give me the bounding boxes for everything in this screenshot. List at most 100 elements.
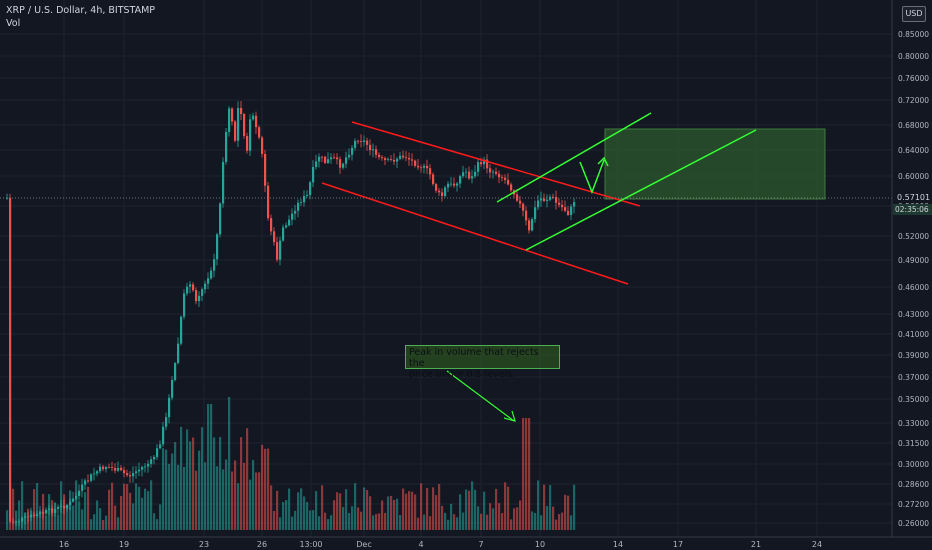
candle-body — [9, 197, 12, 522]
candle-body — [282, 227, 285, 241]
volume-bar — [432, 487, 435, 530]
price-tick-label: 0.28600 — [898, 480, 929, 489]
volume-bar — [84, 492, 87, 530]
volume-bar — [93, 514, 96, 530]
volume-bar — [39, 510, 42, 530]
candlesticks — [6, 101, 576, 528]
candle-body — [423, 165, 426, 168]
volume-bar — [180, 426, 183, 530]
candle-body — [474, 171, 477, 177]
volume-bar — [90, 519, 93, 530]
volume-bar — [165, 449, 168, 530]
volume-bar — [573, 484, 576, 530]
candle-body — [30, 514, 33, 518]
volume-bar — [411, 491, 414, 530]
volume-bar — [291, 516, 294, 530]
candle-body — [195, 290, 198, 302]
volume-bar — [168, 463, 171, 530]
candle-body — [552, 196, 555, 198]
candle-body — [291, 213, 294, 220]
volume-bar — [339, 493, 342, 530]
candle-body — [207, 278, 210, 284]
candle-body — [264, 153, 267, 186]
candle-body — [429, 168, 432, 175]
candle-body — [33, 514, 36, 516]
candle-body — [333, 157, 336, 159]
volume-bar — [552, 506, 555, 530]
volume-bar — [174, 442, 177, 530]
volume-bar — [372, 515, 375, 530]
projection-zigzag — [579, 159, 605, 195]
volume-bar — [384, 512, 387, 530]
volume-bar — [210, 404, 213, 530]
volume-bar — [561, 512, 564, 530]
volume-bar — [309, 510, 312, 530]
volume-bar — [192, 437, 195, 530]
candle-body — [453, 183, 456, 186]
volume-bar — [378, 513, 381, 530]
volume-bar — [366, 489, 369, 530]
volume-bar — [99, 508, 102, 530]
candle-body — [57, 506, 60, 509]
currency-selector[interactable]: USD — [902, 6, 926, 22]
volume-bar — [537, 480, 540, 530]
candle-body — [411, 159, 414, 161]
volume-bar — [468, 490, 471, 530]
volume-bar — [348, 512, 351, 530]
candle-body — [303, 196, 306, 203]
candle-body — [105, 467, 108, 470]
price-tick-label: 0.26000 — [898, 519, 929, 528]
candle-body — [534, 207, 537, 220]
candle-body — [45, 509, 48, 514]
volume-bar — [549, 485, 552, 530]
time-tick-label: 17 — [673, 540, 683, 549]
candle-body — [270, 218, 273, 232]
volume-bar — [459, 494, 462, 530]
candle-body — [279, 240, 282, 260]
candle-body — [123, 470, 126, 474]
volume-bar — [216, 466, 219, 530]
volume-bar — [285, 500, 288, 530]
candle-body — [150, 459, 153, 464]
candle-body — [477, 162, 480, 172]
volume-bar — [300, 488, 303, 530]
candle-body — [402, 155, 405, 158]
chart-header: XRP / U.S. Dollar, 4h, BITSTAMP Vol — [6, 4, 155, 30]
candle-body — [312, 167, 315, 183]
candle-body — [561, 204, 564, 208]
volume-bar — [312, 510, 315, 530]
volume-bar — [501, 513, 504, 530]
time-tick-label: 19 — [119, 540, 129, 549]
volume-bar — [141, 497, 144, 530]
volume-bar — [282, 501, 285, 530]
candle-body — [471, 176, 474, 179]
volume-bar — [87, 486, 90, 530]
candle-body — [84, 480, 87, 485]
time-tick-label: 26 — [257, 540, 267, 549]
candle-body — [147, 463, 150, 467]
volume-bar — [351, 506, 354, 530]
candle-body — [441, 192, 444, 196]
candle-body — [156, 448, 159, 457]
price-tick-label: 0.80000 — [898, 52, 929, 61]
volume-bar — [78, 501, 81, 530]
price-tick-label: 0.85000 — [898, 30, 929, 39]
candle-body — [567, 210, 570, 215]
volume-bar — [480, 513, 483, 530]
time-tick-label: Dec — [356, 540, 371, 549]
price-tick-label: 0.68000 — [898, 121, 929, 130]
volume-bar — [375, 514, 378, 530]
annotation-arrowhead — [503, 410, 516, 422]
volume-bar — [267, 448, 270, 530]
volume-bar — [207, 404, 210, 530]
candle-body — [468, 171, 471, 179]
last-price-value: 0.57101 — [897, 193, 930, 202]
volume-bar — [438, 483, 441, 530]
candle-body — [222, 161, 225, 204]
volume-bar — [489, 503, 492, 530]
time-tick-label: 13:00 — [299, 540, 322, 549]
volume-bar — [381, 500, 384, 530]
candle-body — [201, 289, 204, 296]
candle-body — [432, 174, 435, 185]
